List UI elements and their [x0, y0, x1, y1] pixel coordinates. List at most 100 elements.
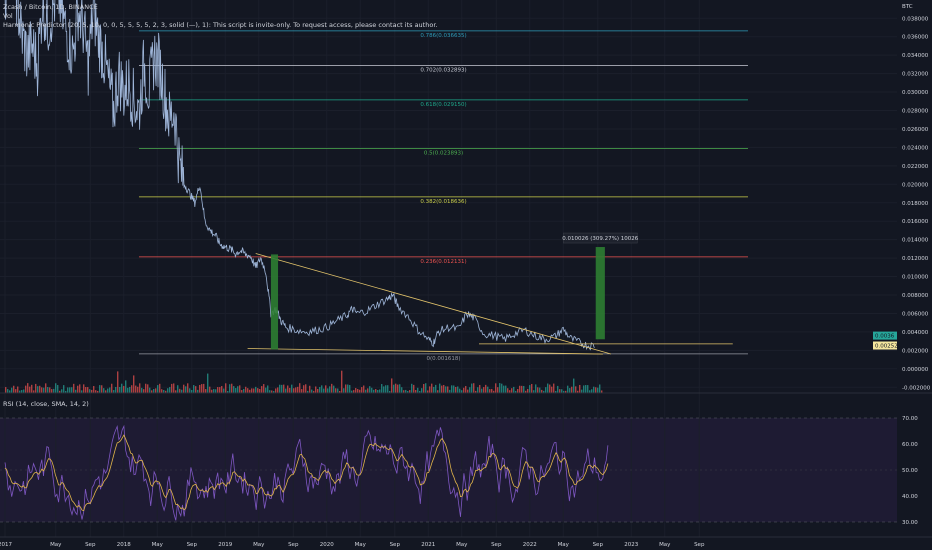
volume-bar [117, 371, 119, 393]
volume-bar [193, 385, 195, 393]
volume-bar [127, 387, 129, 393]
volume-bar [479, 384, 481, 393]
volume-bar [287, 385, 289, 393]
volume-bar [5, 387, 7, 393]
volume-bar [135, 385, 137, 393]
price-tag: 0.0036 [875, 334, 895, 340]
volume-bar [471, 383, 473, 393]
price-tick-label: 0.038000 [902, 16, 929, 22]
volume-bar [509, 390, 511, 393]
time-tick-label: Sep [491, 542, 502, 548]
volume-bar [121, 383, 123, 393]
volume-bar [333, 385, 335, 393]
drawings[interactable]: 0.010026 (309.27%) 10026 [247, 232, 733, 355]
volume-bar [535, 384, 537, 393]
volume-bar [261, 386, 263, 393]
volume-bar [443, 384, 445, 393]
price-axis[interactable]: BTC -0.002000 0.000000 0.002000 0.004000 0.00… [873, 0, 932, 537]
volume-bar [521, 385, 523, 393]
volume-bar [189, 388, 191, 393]
volume-bar [133, 375, 135, 393]
volume-bar [161, 389, 163, 393]
volume-bar [577, 390, 579, 393]
volume-bar [153, 388, 155, 393]
rsi-tick-label: 50.00 [902, 468, 918, 474]
volume-bar [329, 386, 331, 393]
volume-bar [83, 384, 85, 393]
volume-bar [325, 385, 327, 393]
volume-bar [75, 389, 77, 393]
volume-bar [507, 388, 509, 393]
volume-bar [37, 386, 39, 393]
volume-bar [533, 390, 535, 393]
price-tick-label: 0.000000 [902, 367, 929, 373]
volume-bar [295, 387, 297, 393]
axis-bg [897, 0, 932, 537]
volume-bar [341, 370, 343, 393]
volume-bar [57, 385, 59, 393]
volume-bar [487, 386, 489, 393]
volume-bar [201, 384, 203, 393]
volume-bar [79, 384, 81, 393]
volume-bar [265, 387, 267, 393]
price-tick-label: 0.002000 [902, 348, 929, 354]
price-tag: 0.002525 [875, 344, 902, 350]
volume-bar [461, 390, 463, 393]
volume-bar [233, 386, 235, 393]
volume-bar [513, 386, 515, 393]
volume-bar [187, 383, 189, 393]
fib-levels: 0.786(0.036635) 0.702(0.032893) 0.618(0.02… [138, 30, 748, 362]
volume-bar [27, 383, 29, 393]
price-tick-label: 0.026000 [902, 127, 929, 133]
volume-bar [441, 385, 443, 393]
volume-bar [575, 386, 577, 393]
volume-bar [67, 387, 69, 393]
fib-label-0.236: 0.236(0.012131) [420, 259, 466, 265]
price-tag-bg [873, 331, 897, 340]
volume-bar [475, 390, 477, 393]
volume-bar [319, 387, 321, 393]
volume-bar [105, 390, 107, 393]
volume-bar [495, 383, 497, 393]
volume-bar [559, 389, 561, 393]
fib-label-0.702: 0.702(0.032893) [420, 67, 466, 73]
indicator-label: Harmonic Predictor (20, 5, 10, 0, 0, 5, … [3, 21, 438, 29]
volume-bar [317, 388, 319, 393]
volume-bar [15, 389, 17, 393]
volume-bar [13, 385, 15, 393]
rsi-tick-label: 40.00 [902, 494, 918, 500]
time-tick-label: Sep [390, 542, 401, 548]
volume-bars [5, 370, 603, 393]
price-tick-label: 0.030000 [902, 90, 929, 96]
measure-box-1 [595, 247, 605, 340]
time-tick-label: 2021 [421, 542, 435, 548]
volume-bar [279, 384, 281, 393]
volume-bar [85, 387, 87, 393]
volume-bar [365, 389, 367, 393]
volume-bar [199, 384, 201, 393]
volume-bar [595, 387, 597, 393]
volume-bar [151, 390, 153, 393]
volume-bar [149, 387, 151, 393]
volume-bar [327, 388, 329, 393]
volume-bar [401, 387, 403, 393]
volume-bar [23, 389, 25, 393]
volume-bar [77, 385, 79, 393]
volume-bar [557, 385, 559, 393]
volume-bar [103, 388, 105, 393]
time-axis[interactable]: 2017 May Sep 2018 May Sep 2019 May Sep 2020 May Sep… [0, 536, 932, 548]
volume-bar [491, 388, 493, 393]
time-tick-label: Sep [694, 542, 705, 548]
volume-bar [385, 385, 387, 393]
volume-bar [273, 390, 275, 393]
volume-bar [451, 385, 453, 393]
volume-bar [291, 384, 293, 393]
volume-bar [219, 387, 221, 393]
volume-bar [561, 389, 563, 393]
volume-bar [207, 373, 209, 393]
volume-bar [255, 386, 257, 393]
volume-bar [427, 390, 429, 393]
time-tick-label: May [659, 542, 671, 548]
volume-bar [225, 383, 227, 393]
